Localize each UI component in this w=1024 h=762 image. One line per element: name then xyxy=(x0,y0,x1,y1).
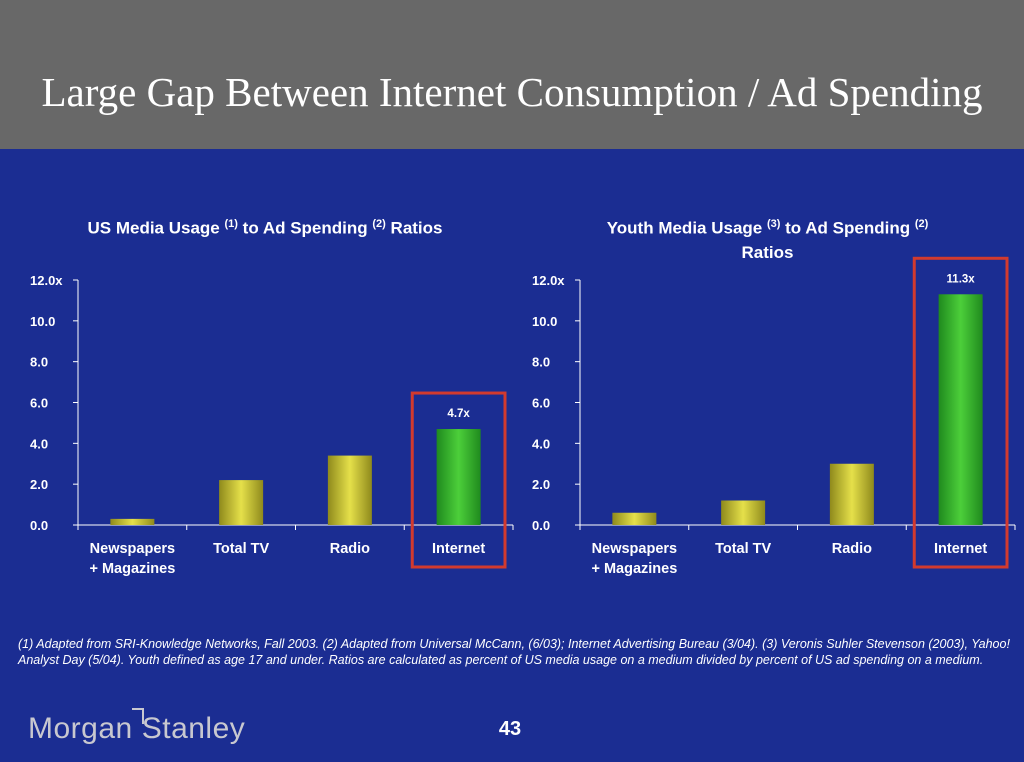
youth-bar xyxy=(938,294,983,525)
youth-category-label: + Magazines xyxy=(591,561,677,577)
youth-y-tick-label: 8.0 xyxy=(532,355,550,370)
chart-title-us: US Media Usage (1) to Ad Spending (2) Ra… xyxy=(20,212,510,241)
chart-title-youth: Youth Media Usage (3) to Ad Spending (2)… xyxy=(540,212,995,265)
chart-title-us-sup2: (2) xyxy=(372,218,386,230)
us-category-label: Internet xyxy=(432,541,485,557)
us-y-tick-label: 10.0 xyxy=(30,314,55,329)
youth-bar xyxy=(721,500,766,525)
logo-text-morgan: Morgan xyxy=(28,712,133,745)
youth-y-tick-label: 2.0 xyxy=(532,477,550,492)
us-category-label: + Magazines xyxy=(89,561,175,577)
youth-data-label: 11.3x xyxy=(947,273,976,285)
us-highlight-box xyxy=(410,391,507,569)
youth-category-label: Total TV xyxy=(715,541,771,557)
youth-highlight-box xyxy=(912,256,1009,569)
chart-title-youth-text-b: to Ad Spending xyxy=(780,218,915,238)
us-category-label: Radio xyxy=(330,541,370,557)
youth-y-tick-label: 10.0 xyxy=(532,314,557,329)
us-bar xyxy=(327,455,372,525)
chart-title-youth-sup1: (3) xyxy=(766,218,781,230)
youth-category-label: Newspapers xyxy=(592,541,677,557)
youth-bar xyxy=(612,512,657,525)
logo-mark-icon xyxy=(131,708,144,724)
us-y-tick-label: 0.0 xyxy=(30,518,48,533)
us-data-label: 4.7x xyxy=(447,408,470,420)
slide-title: Large Gap Between Internet Consumption /… xyxy=(41,69,983,115)
chart-title-youth-text-a: Youth Media Usage xyxy=(606,218,767,238)
chart-title-us-text-a: US Media Usage xyxy=(87,218,225,238)
us-y-tick-label: 12.0x xyxy=(30,273,63,288)
us-y-tick-label: 8.0 xyxy=(30,355,48,370)
us-y-tick-label: 6.0 xyxy=(30,396,48,411)
us-bar xyxy=(436,429,481,525)
chart-title-us-text-c: Ratios xyxy=(385,218,443,238)
youth-category-label: Internet xyxy=(934,541,987,557)
youth-y-tick-label: 4.0 xyxy=(532,436,550,451)
us-category-label: Newspapers xyxy=(90,541,175,557)
youth-y-tick-label: 12.0x xyxy=(532,273,565,288)
us-bar xyxy=(110,518,155,525)
youth-y-tick-label: 6.0 xyxy=(532,396,550,411)
chart-title-youth-sup2: (2) xyxy=(914,218,929,230)
chart-title-youth-text-c: Ratios xyxy=(741,242,794,262)
page-number: 43 xyxy=(498,718,522,740)
footnote: (1) Adapted from SRI-Knowledge Networks,… xyxy=(18,637,1010,667)
chart-title-us-sup1: (1) xyxy=(224,218,238,230)
morgan-stanley-logo: Morgan Stanley xyxy=(28,708,246,746)
chart-title-us-text-b: to Ad Spending xyxy=(237,218,373,238)
youth-y-tick-label: 0.0 xyxy=(532,518,550,533)
title-band xyxy=(0,0,1024,149)
us-y-tick-label: 4.0 xyxy=(30,436,48,451)
us-bar xyxy=(219,480,264,525)
us-category-label: Total TV xyxy=(213,541,269,557)
us-y-tick-label: 2.0 xyxy=(30,477,48,492)
youth-category-label: Radio xyxy=(832,541,872,557)
youth-bar xyxy=(829,463,874,525)
logo-text-stanley: Stanley xyxy=(141,712,246,745)
